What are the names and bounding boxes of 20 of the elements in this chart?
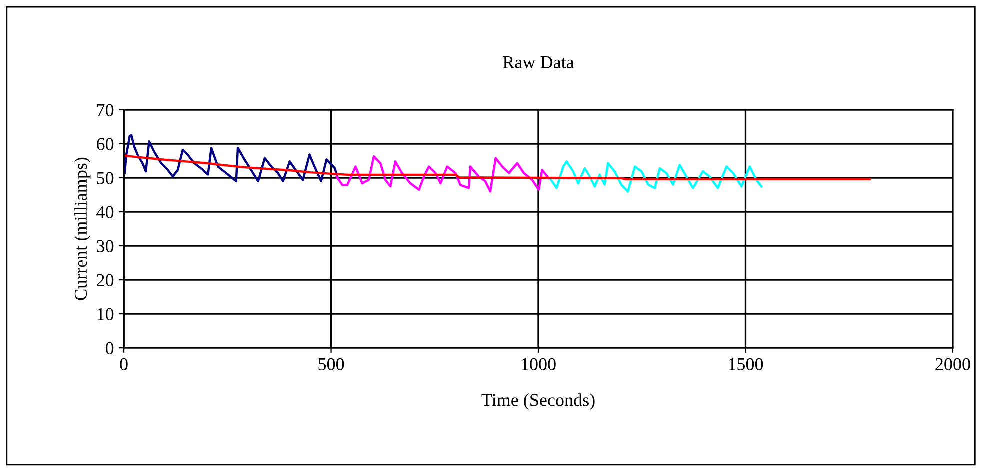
x-axis-title: Time (Seconds) (482, 394, 595, 410)
x-tick-label: 1000 (522, 358, 556, 370)
line-series (549, 160, 763, 193)
x-tick-label: 2000 (936, 358, 970, 370)
y-tick-label: 50 (97, 172, 114, 184)
y-tick-label: 0 (106, 342, 114, 355)
y-tick-label: 70 (97, 104, 114, 116)
y-axis-title: Current (milliamps) (74, 158, 91, 300)
y-tick-label: 10 (98, 308, 114, 320)
x-tick-label: 1500 (729, 358, 764, 370)
line-series (124, 134, 339, 183)
line-series (124, 154, 872, 180)
chart-title: Raw Data (503, 56, 574, 68)
y-tick-label: 40 (96, 206, 114, 218)
x-tick-label: 500 (318, 358, 344, 370)
line-series (336, 155, 550, 193)
y-tick-label: 60 (97, 138, 114, 150)
y-tick-label: 20 (97, 274, 114, 286)
y-tick-label: 30 (97, 240, 114, 252)
x-tick-label: 0 (120, 358, 128, 370)
